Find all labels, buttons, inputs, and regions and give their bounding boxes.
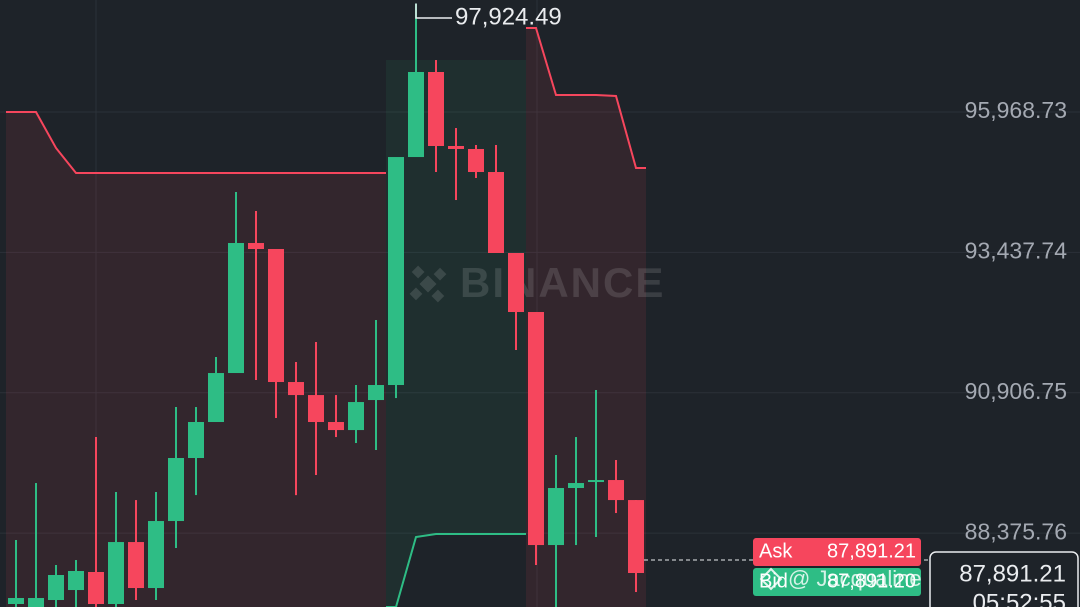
- band-line: [526, 27, 646, 170]
- candle-body: [408, 71, 424, 158]
- max-connector: [415, 3, 452, 19]
- candle-body: [468, 148, 484, 173]
- y-tick-label: 88,375.76: [965, 518, 1067, 544]
- candle-body: [108, 542, 124, 605]
- bid-box: [753, 568, 921, 597]
- candle-body: [328, 422, 344, 431]
- candles: [8, 3, 644, 607]
- candle-body: [208, 373, 224, 423]
- y-tick-label: 90,906.75: [965, 378, 1067, 404]
- candle-body: [88, 571, 104, 605]
- candle-body: [8, 598, 24, 605]
- ask-value: 87,891.21: [827, 540, 916, 562]
- candle-body: [308, 395, 324, 423]
- candle-body: [248, 243, 264, 250]
- candle-body: [68, 571, 84, 591]
- band-area: [6, 111, 386, 607]
- band-line: [6, 110, 386, 175]
- candle-body: [28, 598, 44, 607]
- candle-body: [548, 488, 564, 546]
- candle-body: [268, 249, 284, 383]
- candle-body: [448, 145, 464, 149]
- y-tick-label: 93,437.74: [965, 237, 1068, 263]
- candle-body: [188, 422, 204, 459]
- overlay: 95,968.73 93,437.74 90,906.75 88,375.76 97,9…: [415, 3, 1079, 607]
- band-line: [386, 533, 526, 607]
- candle-body: [48, 574, 64, 601]
- candle-body: [608, 480, 624, 501]
- candle-body: [588, 480, 604, 483]
- candle-body: [628, 500, 644, 573]
- candle-body: [288, 382, 304, 396]
- bid-label: Bid: [759, 570, 788, 592]
- price-box: [929, 551, 1079, 607]
- bid-value: 87,891.20: [827, 570, 916, 592]
- ask-label: Ask: [759, 540, 793, 562]
- candle-body: [148, 521, 164, 589]
- last-price-label: 87,891.21: [959, 560, 1066, 587]
- ask-box: [753, 538, 921, 567]
- max-label: 97,924.49: [455, 3, 562, 30]
- candle-body: [428, 71, 444, 146]
- candle-body: [388, 157, 404, 386]
- candle-body: [368, 385, 384, 401]
- candle-body: [488, 172, 504, 253]
- author-icon-part: [759, 567, 783, 591]
- author-icon: [759, 567, 783, 591]
- candle-body: [508, 252, 524, 313]
- candle-body: [348, 402, 364, 431]
- countdown: 05:52:55: [973, 589, 1066, 607]
- candle-body: [228, 243, 244, 374]
- candle-body: [128, 542, 144, 589]
- candle-body: [168, 458, 184, 522]
- watermark-text: BINANCE: [460, 259, 665, 306]
- candle-body: [528, 312, 544, 546]
- candle-body: [568, 483, 584, 489]
- y-tick-label: 95,968.73: [965, 97, 1067, 123]
